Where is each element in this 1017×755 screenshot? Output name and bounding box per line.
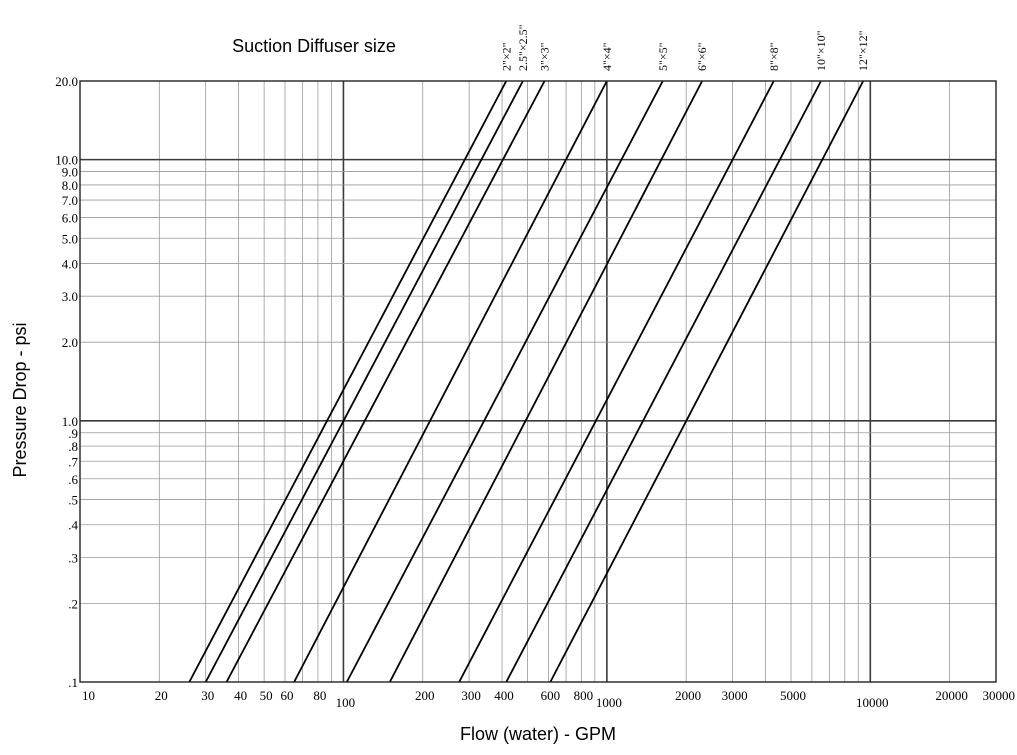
- x-tick-label: 1000: [596, 695, 622, 710]
- series-lines: [188, 80, 865, 683]
- chart-title: Suction Diffuser size: [232, 36, 396, 56]
- series-label: 12"×12": [856, 30, 870, 71]
- series-line: [188, 80, 508, 683]
- series-line: [505, 80, 822, 683]
- grid: [79, 80, 997, 683]
- series-label: 6"×6": [695, 42, 709, 71]
- y-tick-label: .5: [68, 492, 78, 507]
- x-tick-label: 30000: [983, 688, 1016, 703]
- series-label: 2.5"×2.5": [516, 24, 530, 71]
- y-tick-label: 2.0: [62, 335, 78, 350]
- y-tick-label: .2: [68, 596, 78, 611]
- x-tick-label: 5000: [780, 688, 806, 703]
- series-label: 10"×10": [814, 30, 828, 71]
- series-label: 8"×8": [767, 42, 781, 71]
- x-tick-label: 300: [461, 688, 481, 703]
- y-tick-label: 4.0: [62, 257, 78, 272]
- x-tick-label: 800: [574, 688, 594, 703]
- series-line: [549, 80, 865, 683]
- x-tick-labels: 10 20 30 40 50 60 80 100 200 300 400 600 800 1000 2000…: [82, 688, 1015, 710]
- series-labels: 2"×2" 2.5"×2.5" 3"×3" 4"×4" 5"×5" 6"×6" 8"×8" 1…: [499, 24, 870, 71]
- x-tick-label: 10000: [856, 695, 889, 710]
- y-tick-label: 10.0: [55, 153, 78, 168]
- x-tick-label: 20000: [935, 688, 968, 703]
- x-tick-label: 30: [201, 688, 214, 703]
- y-tick-label: .4: [68, 518, 78, 533]
- x-tick-label: 100: [336, 695, 356, 710]
- y-tick-label: 1.0: [62, 414, 78, 429]
- x-tick-label: 80: [313, 688, 326, 703]
- x-tick-label: 200: [415, 688, 435, 703]
- x-tick-label: 10: [82, 688, 95, 703]
- x-tick-label: 60: [280, 688, 293, 703]
- series-line: [389, 80, 703, 683]
- plot-frame: [79, 80, 997, 683]
- y-tick-label: .9: [68, 426, 78, 441]
- y-tick-labels: 20.0 10.09.08.07.0 6.0 5.0 4.0 3.0 2.0 1.0.9.8.…: [55, 74, 78, 690]
- y-tick-label: 3.0: [62, 289, 78, 304]
- series-line: [293, 80, 608, 683]
- series-label: 2"×2": [499, 42, 513, 71]
- x-tick-label: 600: [541, 688, 561, 703]
- series-line: [346, 80, 664, 683]
- y-tick-label: 8.0: [62, 178, 78, 193]
- series-label: 5"×5": [656, 42, 670, 71]
- y-tick-label: .1: [68, 675, 78, 690]
- series-label: 4"×4": [600, 42, 614, 71]
- y-tick-label: 9.0: [62, 165, 78, 180]
- series-line: [225, 80, 546, 683]
- x-tick-label: 2000: [675, 688, 701, 703]
- series-line: [204, 80, 524, 683]
- y-axis-label: Pressure Drop - psi: [10, 322, 30, 477]
- series-line: [458, 80, 775, 683]
- plot-border: [79, 80, 997, 683]
- x-tick-label: 20: [155, 688, 168, 703]
- y-tick-label: 20.0: [55, 74, 78, 89]
- x-tick-label: 3000: [722, 688, 748, 703]
- y-tick-label: .7: [68, 454, 78, 469]
- x-tick-label: 400: [494, 688, 514, 703]
- x-tick-label: 50: [260, 688, 273, 703]
- y-tick-label: .6: [68, 472, 78, 487]
- x-tick-label: 40: [234, 688, 247, 703]
- y-tick-label: 6.0: [62, 211, 78, 226]
- y-tick-label: 7.0: [62, 193, 78, 208]
- y-tick-label: .8: [68, 439, 78, 454]
- y-tick-label: 5.0: [62, 231, 78, 246]
- y-tick-label: .3: [68, 550, 78, 565]
- x-axis-label: Flow (water) - GPM: [460, 724, 616, 744]
- series-label: 3"×3": [538, 42, 552, 71]
